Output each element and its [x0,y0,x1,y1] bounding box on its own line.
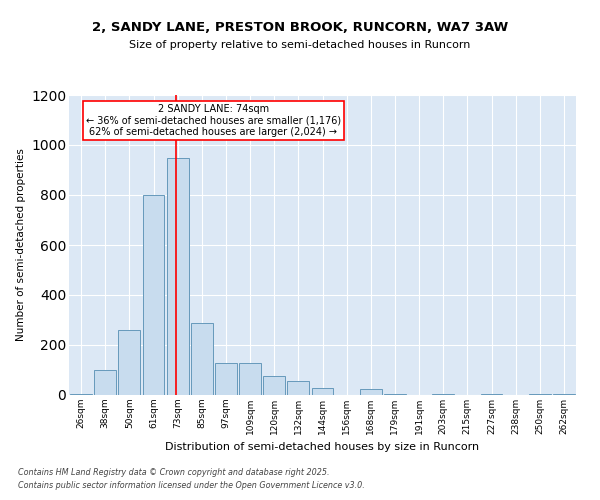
Bar [70,394,92,395]
Bar [143,195,164,395]
Bar [336,394,358,395]
Bar [505,394,527,395]
Bar [215,362,237,395]
Bar [433,394,454,395]
Bar [118,330,140,395]
Bar [553,394,575,395]
Bar [457,394,478,395]
Bar [408,394,430,395]
Bar [311,388,334,395]
Bar [384,394,406,395]
Text: Contains public sector information licensed under the Open Government Licence v3: Contains public sector information licen… [18,482,365,490]
Text: Contains HM Land Registry data © Crown copyright and database right 2025.: Contains HM Land Registry data © Crown c… [18,468,329,477]
Bar [94,370,116,395]
Text: Size of property relative to semi-detached houses in Runcorn: Size of property relative to semi-detach… [130,40,470,50]
Bar [167,158,188,395]
Bar [360,389,382,395]
Bar [287,381,309,395]
Y-axis label: Number of semi-detached properties: Number of semi-detached properties [16,148,26,342]
Bar [239,362,261,395]
Bar [191,322,212,395]
Bar [481,394,502,395]
Text: 2 SANDY LANE: 74sqm
← 36% of semi-detached houses are smaller (1,176)
62% of sem: 2 SANDY LANE: 74sqm ← 36% of semi-detach… [86,104,341,137]
Bar [529,394,551,395]
Bar [263,376,285,395]
X-axis label: Distribution of semi-detached houses by size in Runcorn: Distribution of semi-detached houses by … [166,442,479,452]
Text: 2, SANDY LANE, PRESTON BROOK, RUNCORN, WA7 3AW: 2, SANDY LANE, PRESTON BROOK, RUNCORN, W… [92,21,508,34]
